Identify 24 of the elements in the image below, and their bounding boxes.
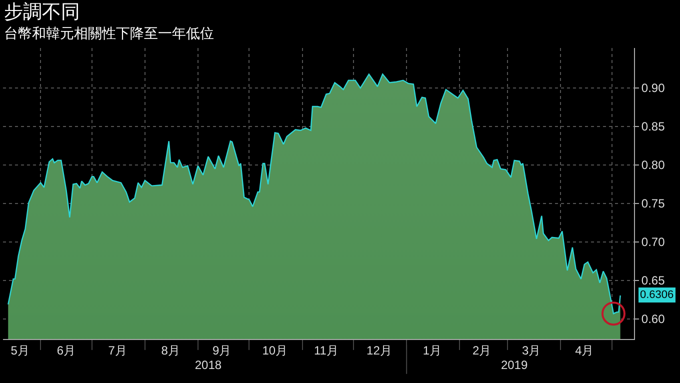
- y-tick-label: 0.60: [641, 312, 666, 326]
- y-tick-label: 0.90: [641, 81, 666, 96]
- x-tick-label: 10月: [262, 343, 288, 358]
- x-tick-label: 4月: [575, 343, 594, 358]
- chart-title: 步調不同: [4, 1, 81, 24]
- x-tick-label: 9月: [212, 343, 232, 358]
- x2-tick-label: 2019: [500, 358, 528, 372]
- x-tick-label: 7月: [108, 343, 127, 358]
- x-tick-label: 2月: [472, 343, 492, 358]
- y-tick-label: 0.70: [641, 235, 666, 250]
- x2-tick-label: 2018: [194, 358, 222, 372]
- x-tick-label: 12月: [366, 343, 392, 358]
- y-tick-label: 0.65: [641, 274, 666, 288]
- x-tick-label: 11月: [314, 343, 338, 358]
- x-tick-label: 6月: [56, 343, 76, 358]
- y-tick-label: 0.85: [641, 120, 666, 134]
- x-tick-label: 3月: [522, 343, 541, 358]
- x-tick-label: 1月: [422, 343, 442, 358]
- x-tick-label: 8月: [161, 343, 180, 358]
- y-tick-label: 0.80: [641, 158, 666, 172]
- annotation: 0.6306: [640, 289, 674, 301]
- y-tick-label: 0.75: [641, 196, 666, 211]
- chart-subtitle: 台幣和韓元相關性下降至一年低位: [4, 24, 215, 42]
- x-tick-label: 5月: [10, 343, 30, 358]
